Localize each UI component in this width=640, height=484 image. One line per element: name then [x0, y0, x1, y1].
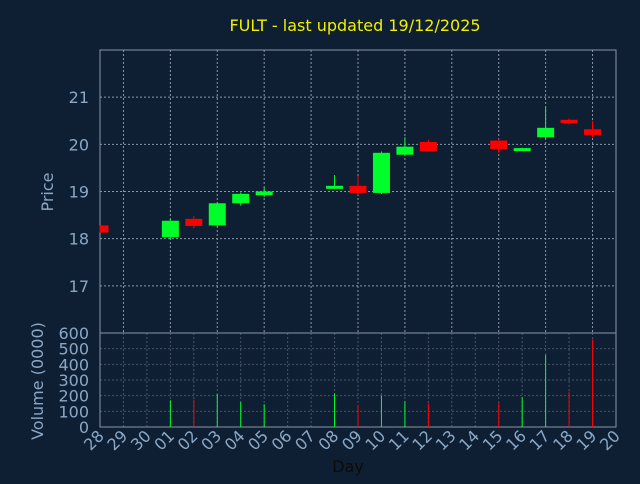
volume-tick-label: 200 [58, 387, 89, 406]
volume-axis-label: Volume (0000) [28, 322, 47, 440]
candle-body [161, 220, 179, 238]
candles-layer [99, 107, 602, 239]
candle-body [560, 119, 578, 124]
candle-body [185, 218, 203, 226]
candle-body [513, 148, 531, 152]
price-tick-label: 18 [69, 230, 89, 249]
candle-body [326, 185, 344, 189]
price-axis-label: Price [38, 172, 57, 211]
price-tick-label: 17 [69, 277, 89, 296]
volume-tick-label: 500 [58, 340, 89, 359]
volume-layer [169, 339, 594, 427]
candle-body [419, 141, 437, 152]
price-tick-label: 20 [69, 135, 89, 154]
candle-body [396, 146, 414, 155]
candle-body [349, 185, 367, 193]
candle-body [208, 203, 226, 226]
x-axis-label: Day [332, 457, 364, 476]
volume-tick-label: 0 [79, 418, 89, 437]
volume-tick-label: 400 [58, 355, 89, 374]
candle-body [100, 225, 109, 233]
candle-body [232, 193, 250, 204]
candle-body [372, 152, 390, 193]
volume-tick-label: 600 [58, 324, 89, 343]
candle-body [255, 191, 273, 196]
candle-body [537, 127, 555, 138]
volume-tick-label: 300 [58, 371, 89, 390]
volume-tick-label: 100 [58, 402, 89, 421]
chart-title: FULT - last updated 19/12/2025 [229, 16, 480, 35]
grid-layer [100, 50, 616, 427]
price-tick-label: 21 [69, 88, 89, 107]
candle-body [490, 140, 508, 150]
price-tick-label: 19 [69, 183, 89, 202]
candle-body [584, 129, 602, 135]
